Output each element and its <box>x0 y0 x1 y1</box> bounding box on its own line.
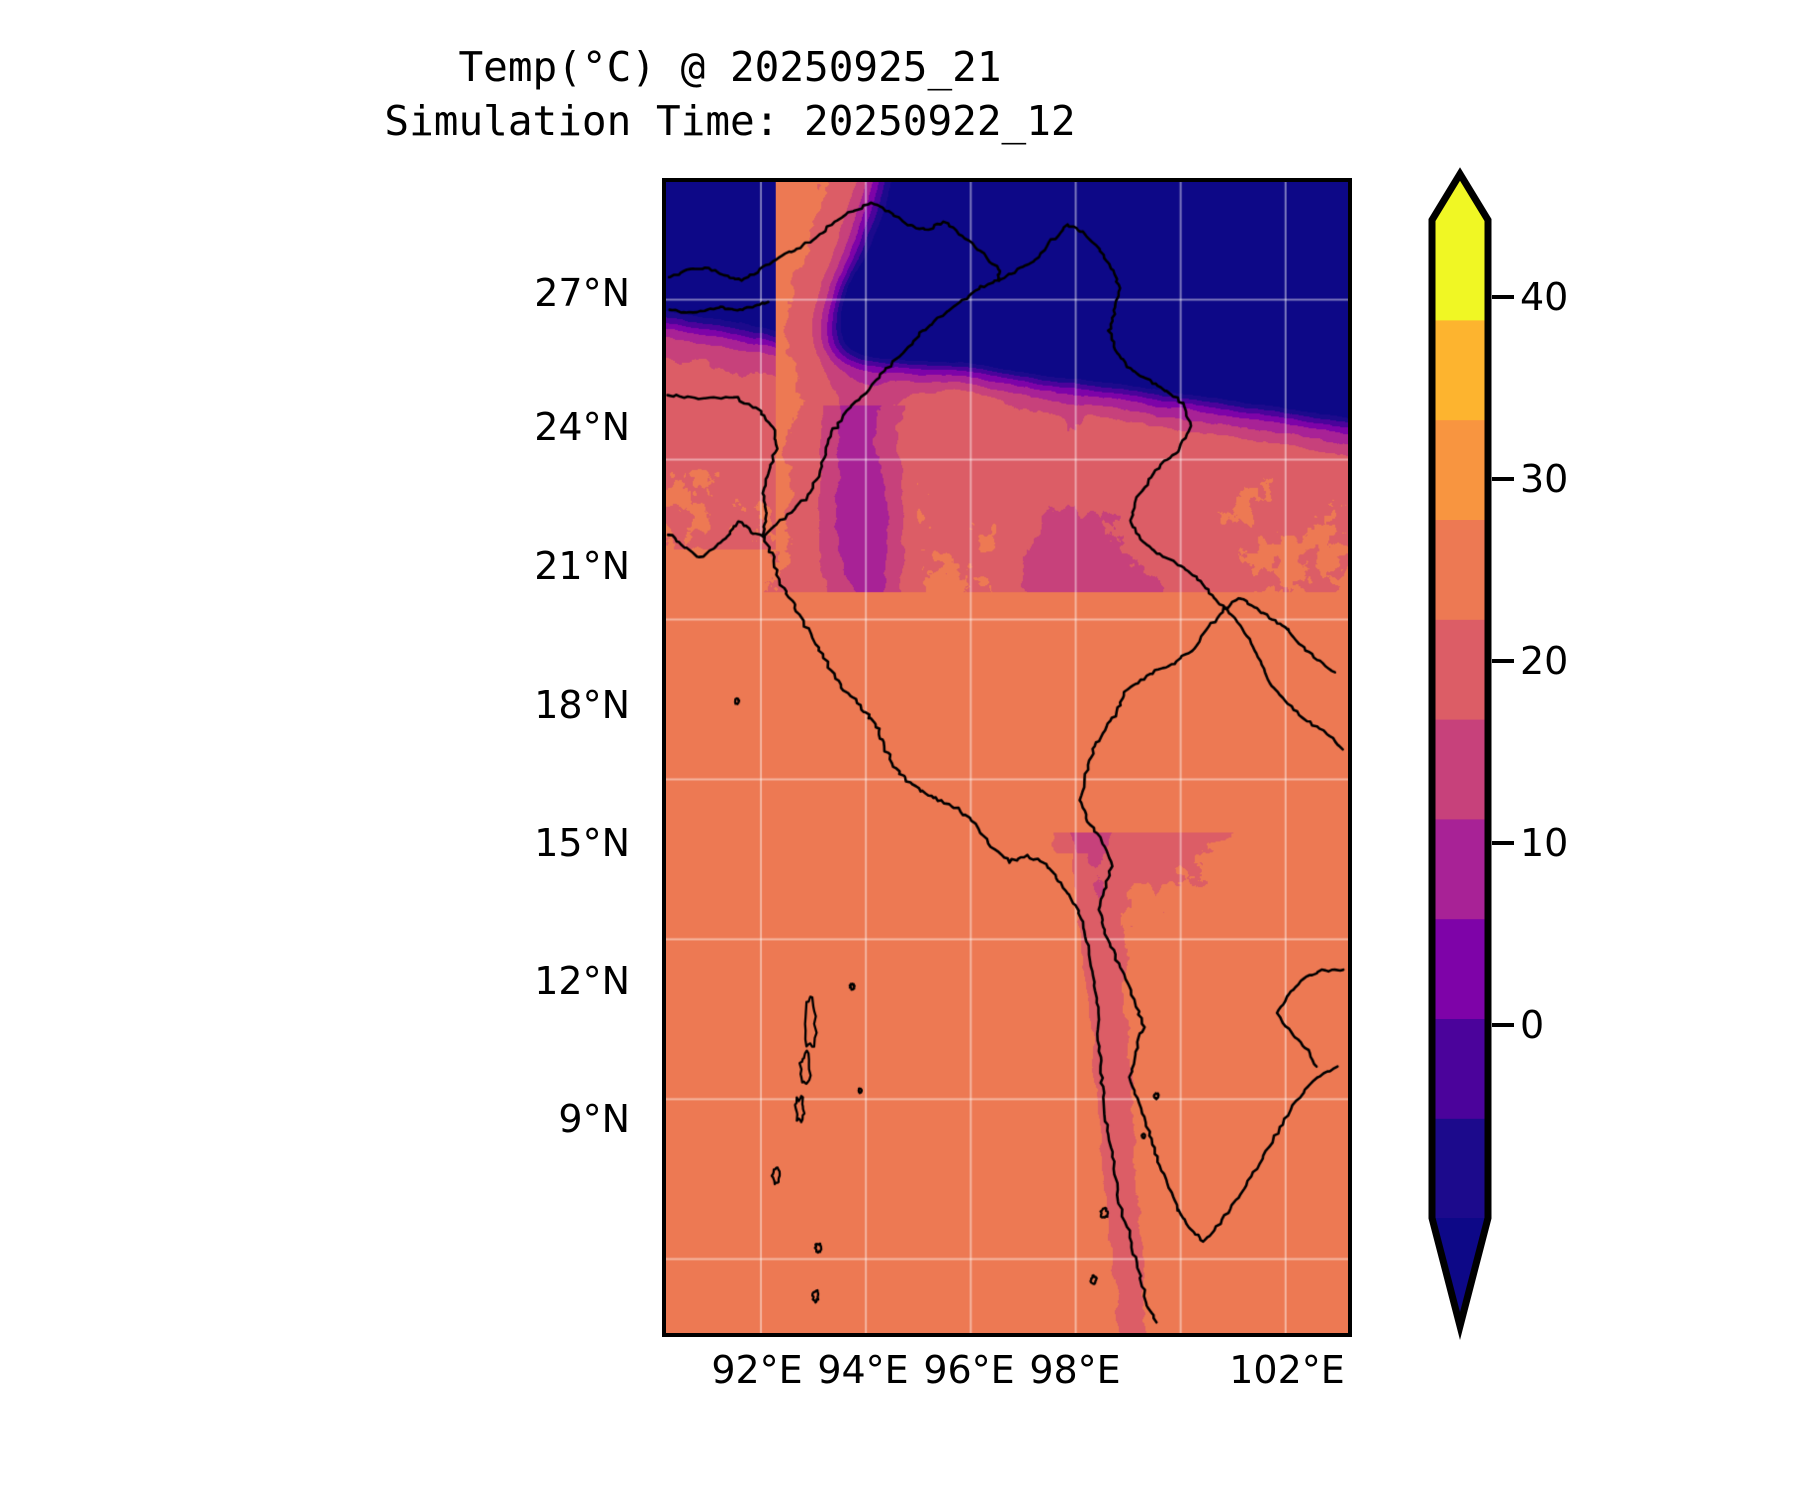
colorbar-tick-20 <box>1492 659 1514 663</box>
ytick-label-21n: 21°N <box>534 544 630 588</box>
colorbar-gradient <box>1428 167 1492 1340</box>
xtick-label-98e: 98°E <box>1029 1348 1121 1392</box>
xtick-label-102e: 102°E <box>1229 1348 1345 1392</box>
colorbar-label-40: 40 <box>1520 275 1569 319</box>
xtick-label-94e: 94°E <box>817 1348 909 1392</box>
map-plot-area[interactable] <box>662 178 1352 1337</box>
colorbar-tick-30 <box>1492 477 1514 481</box>
ytick-label-27n: 27°N <box>534 271 630 315</box>
temperature-heatmap <box>666 182 1348 1333</box>
colorbar-label-20: 20 <box>1520 639 1569 683</box>
colorbar[interactable] <box>1428 160 1492 1340</box>
colorbar-label-10: 10 <box>1520 821 1569 865</box>
title-line-2: Simulation Time: 20250922_12 <box>384 97 1076 146</box>
chart-title: Temp(°C) @ 20250925_21 Simulation Time: … <box>0 40 1460 148</box>
colorbar-tick-40 <box>1492 295 1514 299</box>
colorbar-tick-0 <box>1492 1023 1514 1027</box>
xtick-label-92e: 92°E <box>711 1348 803 1392</box>
ytick-label-18n: 18°N <box>534 683 630 727</box>
xtick-label-96e: 96°E <box>923 1348 1015 1392</box>
colorbar-label-30: 30 <box>1520 457 1569 501</box>
ytick-label-9n: 9°N <box>558 1097 630 1141</box>
colorbar-label-0: 0 <box>1520 1003 1545 1047</box>
ytick-label-15n: 15°N <box>534 821 630 865</box>
title-line-1: Temp(°C) @ 20250925_21 <box>458 43 1002 91</box>
colorbar-tick-10 <box>1492 841 1514 845</box>
ytick-label-12n: 12°N <box>534 959 630 1003</box>
ytick-label-24n: 24°N <box>534 405 630 449</box>
